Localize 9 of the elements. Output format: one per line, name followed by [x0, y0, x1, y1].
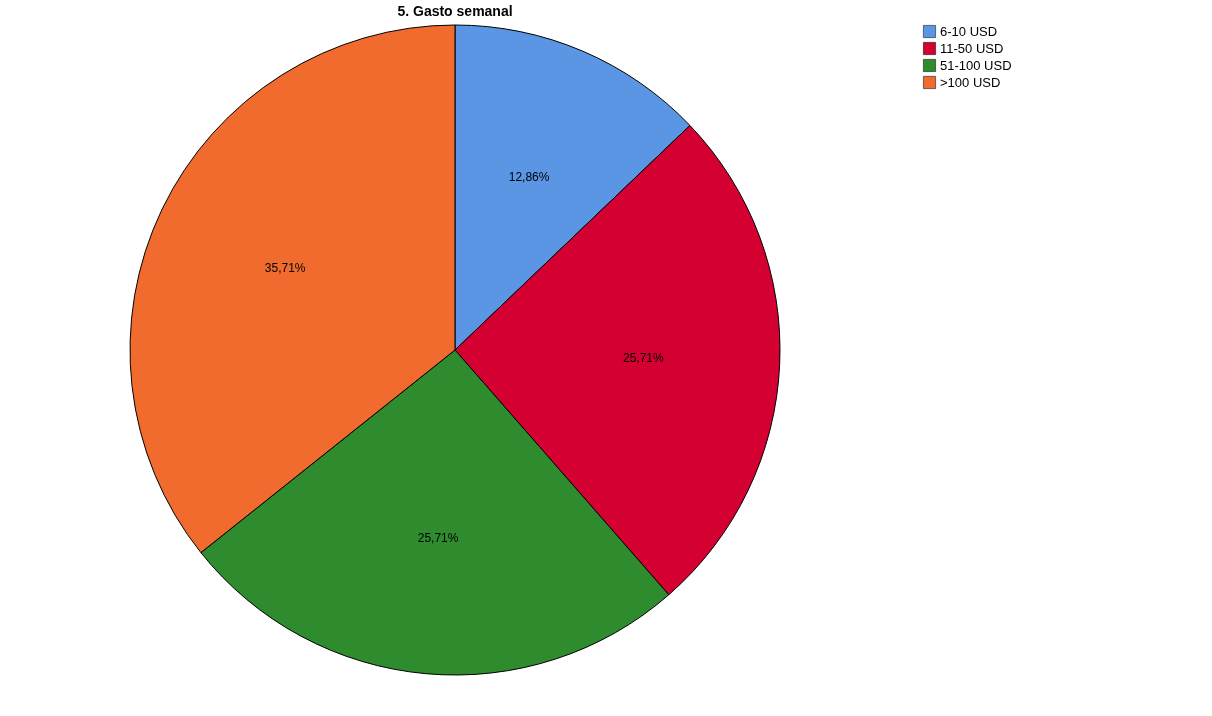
legend-label: >100 USD: [940, 74, 1001, 90]
data-label: 25,71%: [417, 530, 459, 545]
legend-label: 11-50 USD: [940, 40, 1004, 56]
data-label: 35,71%: [264, 261, 306, 276]
data-label: 25,71%: [622, 351, 664, 366]
legend-label: 6-10 USD: [940, 23, 998, 39]
data-label: 12,86%: [508, 169, 550, 184]
chart-title: 5. Gasto semanal: [397, 3, 513, 19]
legend-label: 51-100 USD: [940, 57, 1012, 73]
